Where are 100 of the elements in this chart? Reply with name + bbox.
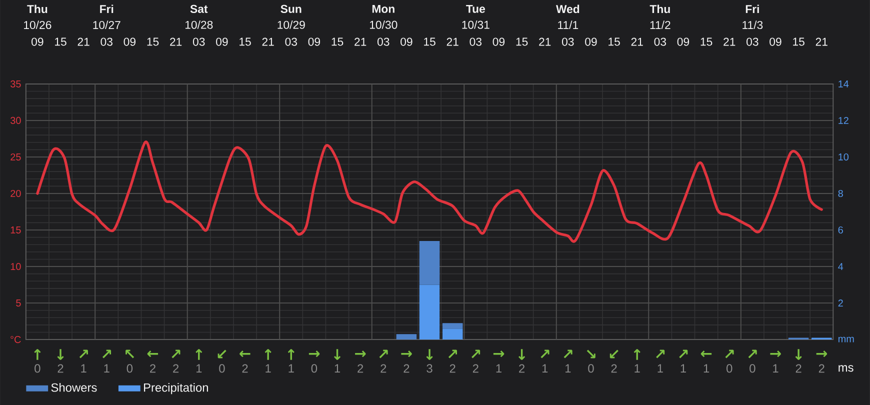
- x-tick-label: 15: [516, 38, 528, 46]
- data-label: 0: [588, 364, 594, 373]
- category-label: →: [816, 350, 828, 358]
- data-label: 1: [288, 364, 294, 372]
- data-label: 1: [566, 364, 571, 372]
- data-label: 0: [311, 364, 318, 373]
- data-label: 1: [334, 364, 340, 372]
- x-tick-label: 09: [585, 38, 597, 46]
- x-tick-label: 21: [262, 38, 274, 46]
- category-label: ↗: [379, 350, 388, 358]
- y2-tick-label: 10: [838, 153, 849, 160]
- y-tick-label: °C: [10, 336, 21, 343]
- data-label: 1: [634, 364, 640, 372]
- category-label: ↗: [679, 350, 688, 358]
- category-label: ↙: [610, 350, 618, 358]
- x-tick-label: 15: [608, 38, 620, 46]
- data-label: 0: [219, 364, 225, 373]
- data-label: 2: [358, 364, 364, 372]
- category-label: ↗: [172, 350, 180, 358]
- data-label: 2: [58, 364, 64, 372]
- y2-tick-label: mm: [838, 336, 854, 342]
- y-tick-label: 20: [10, 190, 21, 197]
- legend-label: Showers: [51, 382, 97, 392]
- data-label: 2: [150, 364, 156, 372]
- y2-tick-label: 2: [838, 299, 843, 306]
- x2-tick-label: Fri 11/3: [742, 4, 763, 29]
- x-tick-label: 21: [816, 38, 828, 46]
- x-tick-label: 15: [700, 38, 712, 46]
- x-tick-label: 03: [192, 38, 205, 46]
- x-tick-label: 09: [308, 38, 320, 46]
- category-label: ↓: [334, 349, 341, 360]
- data-label: 1: [658, 364, 663, 372]
- x-tick-label: 03: [100, 38, 112, 46]
- category-label: ↗: [472, 350, 480, 358]
- x-tick-label: 09: [32, 38, 44, 46]
- text: ms: [838, 365, 854, 372]
- category-label: ↓: [795, 349, 802, 360]
- category-label: →: [355, 350, 366, 358]
- y2-tick-label: 6: [838, 226, 843, 234]
- data-label: 2: [380, 364, 386, 372]
- data-label: 2: [404, 364, 410, 372]
- category-label: ↖: [126, 350, 134, 358]
- data-label: 2: [450, 364, 456, 372]
- legend-label: Precipitation: [144, 382, 208, 394]
- x-tick-label: 21: [724, 38, 736, 46]
- x-tick-label: 15: [240, 38, 251, 46]
- x2-tick-label: Mon 10/30: [370, 4, 398, 29]
- category-label: ←: [240, 350, 250, 358]
- x2-tick-label: Wed 11/1: [556, 4, 580, 29]
- y-tick-label: 15: [10, 226, 21, 234]
- category-label: ←: [147, 350, 158, 358]
- x-tick-label: 09: [492, 38, 505, 46]
- data-label: 2: [611, 364, 617, 372]
- data-label: 2: [242, 364, 248, 372]
- data-label: 1: [542, 364, 548, 372]
- category-label: ↗: [564, 350, 572, 358]
- x2-tick-label: Fri 10/27: [93, 4, 120, 29]
- x2-tick-label: Sun 10/29: [278, 4, 305, 29]
- data-label: 1: [496, 364, 502, 372]
- category-label: ↗: [656, 350, 665, 358]
- category-label: ↙: [218, 350, 226, 358]
- category-label: ↓: [518, 349, 526, 360]
- category-label: ↑: [264, 349, 272, 360]
- x-tick-label: 21: [354, 38, 366, 46]
- data-label: 2: [519, 364, 525, 372]
- category-label: ↗: [102, 350, 112, 358]
- category-label: ↗: [725, 350, 734, 358]
- y2-tick-label: 12: [838, 116, 848, 124]
- x2-tick-label: Sat 10/28: [185, 4, 213, 29]
- y2-tick-label: 4: [838, 262, 844, 270]
- data-label: 1: [104, 364, 110, 372]
- data-label: 1: [81, 364, 86, 372]
- data-label: 2: [796, 364, 802, 372]
- x2-tick-label: Tue 10/31: [462, 4, 490, 29]
- data-label: 2: [173, 364, 179, 372]
- y2-tick-label: 14: [838, 80, 849, 88]
- x-tick-label: 09: [677, 38, 690, 46]
- data-label: 1: [680, 364, 686, 372]
- category-label: ↗: [748, 350, 757, 358]
- x-tick-label: 09: [124, 38, 136, 46]
- y-tick-label: 30: [10, 116, 21, 124]
- x-tick-label: 09: [770, 38, 782, 46]
- x-tick-label: 03: [746, 38, 758, 46]
- category-label: ↑: [634, 349, 640, 360]
- category-label: ↗: [540, 350, 550, 358]
- data-label: 0: [126, 364, 133, 373]
- category-label: ←: [700, 350, 712, 358]
- category-label: ↑: [34, 349, 41, 360]
- y-tick-label: 35: [10, 80, 21, 88]
- x-tick-label: 03: [377, 38, 390, 46]
- category-label: ↓: [57, 349, 64, 360]
- data-label: 0: [726, 364, 732, 373]
- x-tick-label: 03: [654, 38, 666, 46]
- x-tick-label: 09: [216, 38, 228, 46]
- category-label: →: [308, 350, 320, 358]
- x-tick-label: 21: [170, 38, 182, 46]
- x-tick-label: 09: [400, 38, 412, 46]
- category-label: →: [770, 350, 781, 358]
- category-label: ↑: [196, 349, 202, 360]
- category-label: ↗: [79, 350, 88, 358]
